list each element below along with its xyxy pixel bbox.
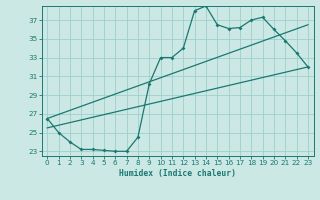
X-axis label: Humidex (Indice chaleur): Humidex (Indice chaleur) xyxy=(119,169,236,178)
